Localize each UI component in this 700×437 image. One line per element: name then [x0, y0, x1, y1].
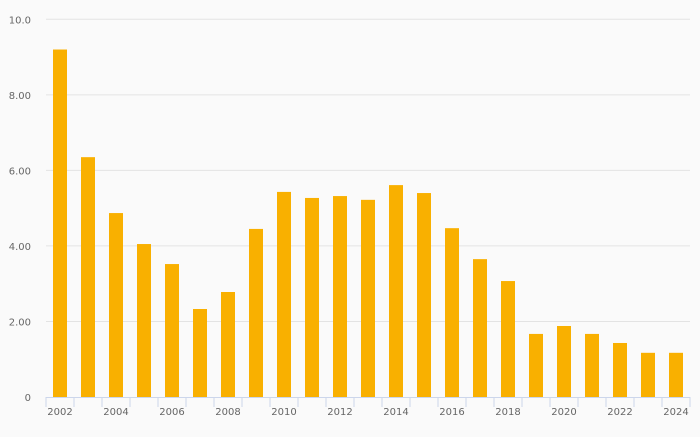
y-tick-label: 8.00 [9, 91, 31, 102]
bar-2004 [109, 213, 123, 397]
x-tick-label: 2014 [383, 407, 408, 418]
bars [53, 49, 683, 398]
x-tick-label: 2024 [663, 407, 688, 418]
x-tick-label: 2018 [495, 407, 520, 418]
bar-2005 [137, 244, 151, 397]
x-tick-label: 2010 [271, 407, 296, 418]
bar-2018 [501, 281, 515, 397]
bar-2017 [473, 259, 487, 397]
x-tick-label: 2012 [327, 407, 352, 418]
y-tick-label: 0 [25, 393, 31, 404]
bar-2021 [585, 333, 599, 397]
y-tick-label: 10.0 [9, 15, 31, 26]
x-tick-label: 2022 [607, 407, 632, 418]
bar-2019 [529, 333, 543, 397]
x-tick-label: 2016 [439, 407, 464, 418]
bar-2022 [613, 342, 627, 397]
bar-2008 [221, 291, 235, 397]
bar-2014 [389, 185, 403, 397]
y-axis-labels: 0 2.00 4.00 6.00 8.00 10.0 [9, 15, 31, 404]
bar-2010 [277, 191, 291, 397]
x-tick-label: 2008 [215, 407, 240, 418]
bar-2015 [417, 193, 431, 397]
bar-2009 [249, 228, 263, 397]
bar-2024 [669, 352, 683, 397]
bar-2006 [165, 264, 179, 397]
bar-2023 [641, 352, 655, 397]
x-tick-label: 2004 [103, 407, 128, 418]
bar-2003 [81, 157, 95, 397]
bar-2007 [193, 308, 207, 397]
x-tick-label: 2006 [159, 407, 184, 418]
y-tick-label: 2.00 [9, 317, 31, 328]
y-tick-label: 6.00 [9, 166, 31, 177]
x-axis [45, 397, 691, 407]
bar-2020 [557, 325, 571, 397]
bar-2012 [333, 196, 347, 397]
x-tick-label: 2020 [551, 407, 576, 418]
bar-2016 [445, 228, 459, 397]
bar-2013 [361, 199, 375, 397]
x-tick-label: 2002 [47, 407, 72, 418]
bar-2011 [305, 197, 319, 397]
x-axis-labels: 2002 2004 2006 2008 2010 2012 2014 2016 2018 2020… [47, 407, 688, 418]
bar-2002 [53, 49, 67, 398]
gridlines [46, 18, 690, 322]
y-tick-label: 4.00 [9, 242, 31, 253]
